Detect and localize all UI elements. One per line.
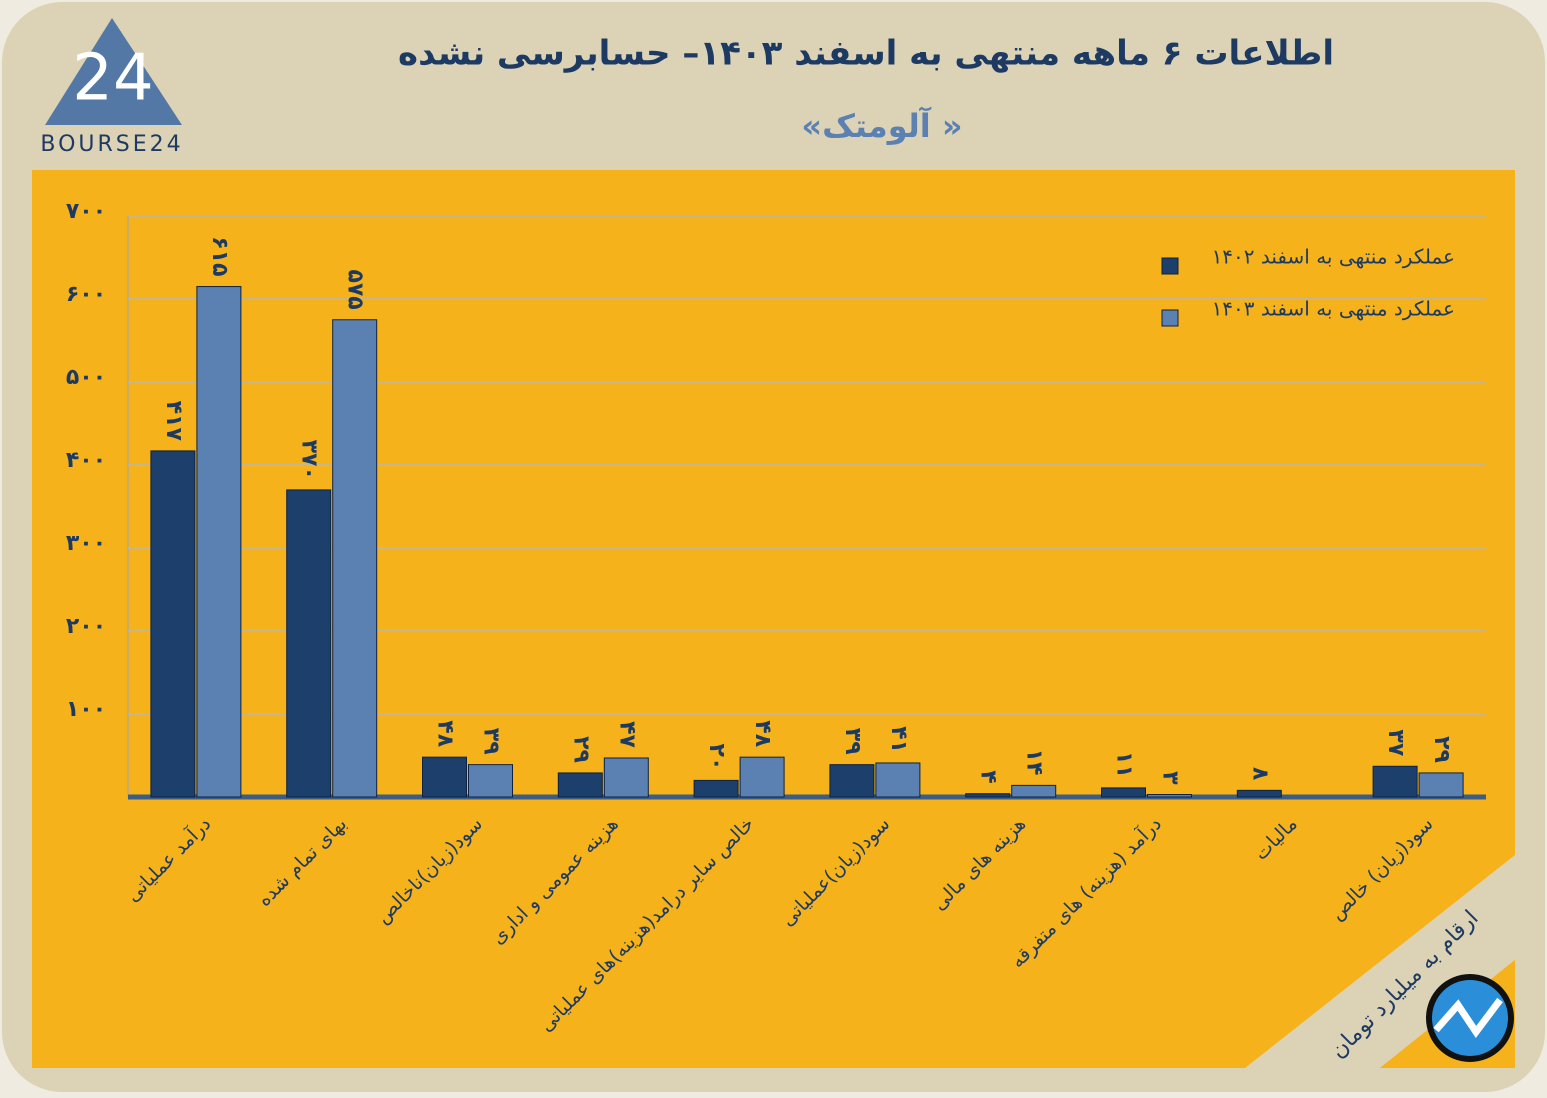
logo-shape [45,18,182,125]
value-label: ۱۴ [1022,749,1047,776]
bar [422,756,467,798]
chart-title: اطلاعات ۶ ماهه منتهی به اسفند ۱۴۰۳– حساب… [398,34,1334,74]
value-label: ۳۹ [840,728,865,755]
bar [965,793,1011,798]
legend-label: عملکرد منتهی به اسفند ۱۴۰۳ [1212,297,1455,321]
y-tick-label: ۶۰۰ [66,282,106,307]
value-label: ۱۱ [1112,751,1137,778]
bar [1372,765,1418,798]
bar [1101,787,1146,798]
value-label: ۳ [1158,771,1183,785]
bar [196,286,242,798]
bar [557,772,603,798]
legend-label: عملکرد منتهی به اسفند ۱۴۰۲ [1212,245,1455,269]
bar [603,757,649,798]
bar [739,756,785,798]
y-tick-label: ۵۰۰ [66,365,106,390]
logo-number: 24 [72,42,153,116]
bar [286,489,332,798]
bar [1236,789,1282,798]
bar [693,779,739,798]
bar [875,762,921,798]
bar [150,450,196,798]
value-label: ۲۹ [1429,736,1454,763]
value-label: ۴۱ [886,726,911,753]
chart-subtitle: « آلومتک» [801,106,962,145]
legend-swatch [1161,257,1179,275]
legend-swatch [1161,309,1179,327]
value-label: ۴۸ [433,720,458,747]
icon-arrow [1433,997,1503,1039]
y-tick-label: ۲۰۰ [66,614,106,639]
y-tick-label: ۱۰۰ [66,697,106,722]
value-label: ۴ [976,770,1001,783]
y-tick-label: ۳۰۰ [66,531,106,556]
value-label: ۵۷۵ [343,269,368,309]
y-tick-label: ۷۰۰ [66,199,106,224]
bar [1147,794,1192,798]
panel [32,170,1515,1068]
bar [468,764,513,798]
y-tick-label: ۴۰۰ [66,448,106,473]
value-label: ۲۹ [568,736,593,763]
value-label: ۴۷ [614,721,639,748]
value-label: ۴۸ [750,720,775,747]
bar [1418,772,1464,798]
logo-text: BOURSE24 [40,132,183,157]
value-label: ۳۷۰ [297,440,322,480]
value-label: ۶۱۵ [207,236,232,276]
bar [332,319,378,798]
bar [829,764,875,798]
corner-stripe [1245,855,1515,1068]
value-label: ۳۷ [1383,729,1408,756]
value-label: ۴۱۷ [161,401,186,442]
value-label: ۳۹ [479,728,504,755]
value-label: ۲۰ [704,744,729,771]
bar [1011,784,1057,798]
value-label: ۸ [1247,767,1272,781]
